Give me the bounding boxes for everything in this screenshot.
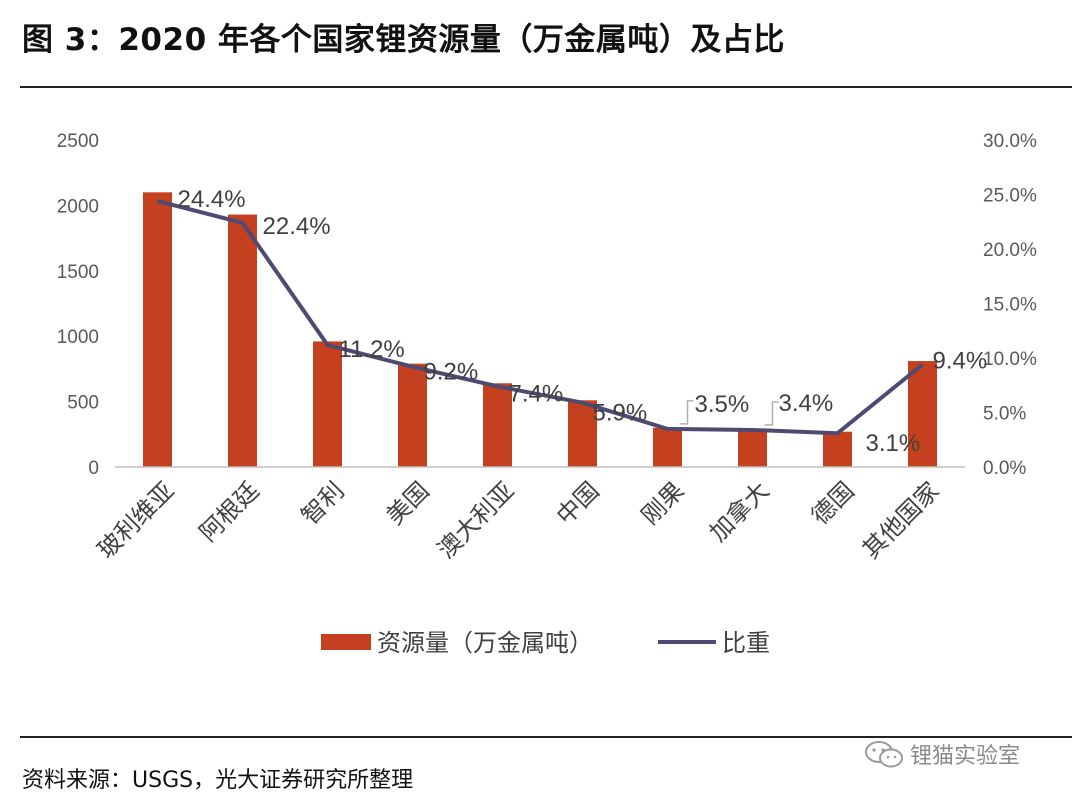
watermark: 锂猫实验室	[864, 738, 1020, 770]
y-right-tick-label: 25.0%	[983, 186, 1037, 207]
bar-resource	[143, 192, 172, 467]
label-leader-line	[679, 400, 694, 425]
x-category-label: 智利	[296, 476, 350, 530]
source-note: 资料来源：USGS，光大证券研究所整理	[22, 768, 414, 793]
data-label-share: 5.9%	[593, 400, 648, 427]
bar-resource	[228, 214, 257, 467]
data-label-share: 7.4%	[509, 380, 564, 407]
y-left-tick-label: 0	[88, 458, 99, 479]
data-label-share: 9.2%	[424, 359, 479, 386]
figure-title: 图 3：2020 年各个国家锂资源量（万金属吨）及占比	[22, 22, 785, 58]
y-left-tick-label: 1000	[57, 327, 99, 348]
line-share	[157, 199, 924, 436]
bar-resource	[483, 383, 512, 467]
wechat-icon	[865, 741, 903, 768]
x-category-label: 美国	[381, 476, 435, 530]
legend-label-line: 比重	[722, 629, 770, 657]
x-category-label: 玻利维亚	[92, 476, 180, 564]
bar-resource	[398, 363, 427, 467]
bar-resource	[568, 400, 597, 467]
bar-resource	[908, 361, 937, 467]
y-left-tick-label: 2000	[57, 196, 99, 217]
data-label-share: 3.4%	[779, 390, 834, 417]
y-right-tick-label: 20.0%	[983, 240, 1037, 261]
y-right-tick-label: 0.0%	[983, 458, 1026, 479]
x-category-label: 中国	[551, 476, 605, 530]
data-label-share: 3.5%	[695, 391, 750, 418]
y-left-tick-label: 1500	[57, 262, 99, 283]
label-leader-line	[764, 401, 779, 426]
legend-swatch-bar	[321, 634, 371, 650]
bottom-divider	[20, 736, 1072, 738]
y-right-tick-label: 10.0%	[983, 349, 1037, 370]
y-left-tick-label: 2500	[57, 131, 99, 152]
data-label-share: 22.4%	[263, 213, 331, 240]
bar-resource	[738, 429, 767, 467]
bar-resource	[313, 341, 342, 467]
data-label-share: 3.1%	[866, 430, 921, 457]
data-label-share: 11.2%	[339, 336, 405, 363]
data-label-share: 24.4%	[178, 186, 246, 213]
bar-resource	[653, 427, 682, 467]
x-category-label: 澳大利亚	[432, 476, 520, 564]
x-category-label: 阿根廷	[194, 476, 265, 547]
y-right-tick-label: 15.0%	[983, 295, 1037, 316]
x-category-label: 刚果	[636, 476, 690, 530]
bar-resource	[823, 431, 852, 467]
y-right-tick-label: 30.0%	[983, 131, 1037, 152]
x-category-label: 德国	[806, 476, 860, 530]
chart-area: 0 500 1000 1500 2000 2500 0.0% 5.0% 10.0% 15.0% 20…	[57, 131, 1037, 657]
y-right-tick-label: 5.0%	[983, 404, 1026, 425]
top-divider	[20, 86, 1072, 88]
legend-label-bar: 资源量（万金属吨）	[377, 629, 593, 657]
watermark-text: 锂猫实验室	[910, 744, 1021, 769]
data-label-share: 9.4%	[933, 348, 988, 375]
x-category-label: 加拿大	[704, 476, 775, 547]
y-left-tick-label: 500	[67, 393, 99, 414]
x-category-label: 其他国家	[857, 476, 945, 564]
